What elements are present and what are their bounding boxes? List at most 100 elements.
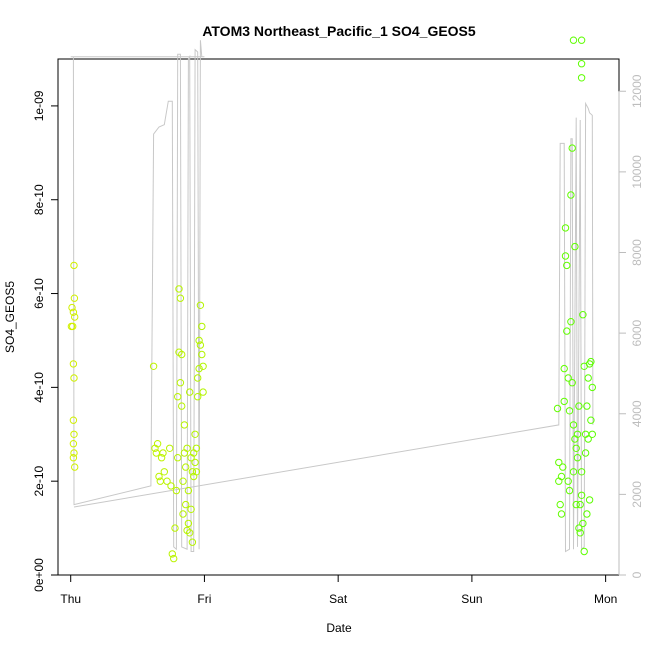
data-point <box>175 285 183 293</box>
data-point <box>194 374 202 382</box>
data-point <box>584 374 592 382</box>
y-axis: 0e+00 2e-10 4e-10 6e-10 8e-10 1e-09 <box>32 90 58 592</box>
data-point <box>191 430 199 438</box>
data-point <box>563 327 571 335</box>
data-point <box>69 322 77 331</box>
points-layer <box>67 36 596 563</box>
y-tick-label: 0e+00 <box>32 558 46 592</box>
x-axis-label: Date <box>326 621 352 635</box>
data-point <box>555 458 563 467</box>
data-point <box>579 519 587 528</box>
data-point <box>565 407 574 415</box>
data-point <box>585 496 594 504</box>
data-point <box>580 547 588 556</box>
data-point <box>575 524 583 532</box>
data-point <box>178 402 186 410</box>
data-point <box>557 510 566 518</box>
data-point <box>159 449 167 457</box>
data-point <box>561 252 570 260</box>
data-point <box>557 472 566 481</box>
data-point <box>561 224 570 232</box>
data-point <box>579 311 587 319</box>
data-point <box>559 463 567 471</box>
data-point <box>569 421 578 429</box>
data-point <box>149 362 158 370</box>
data-point <box>179 477 187 485</box>
data-point <box>577 491 586 499</box>
data-point <box>563 261 571 270</box>
data-point <box>157 454 166 462</box>
data-point <box>71 313 79 321</box>
data-point <box>577 468 586 476</box>
data-point <box>564 477 572 485</box>
y2-tick-label: 8000 <box>630 239 644 266</box>
x-tick-label: Fri <box>197 592 211 606</box>
data-point <box>183 444 191 452</box>
data-point <box>583 402 591 410</box>
data-point <box>196 341 205 349</box>
x-tick-label: Sun <box>461 592 482 606</box>
data-point <box>70 449 78 457</box>
data-point <box>587 357 595 366</box>
data-point <box>587 416 595 424</box>
data-point <box>572 500 580 509</box>
data-point <box>195 336 203 345</box>
altitude-line-1 <box>70 40 205 552</box>
data-point <box>581 449 590 457</box>
data-point <box>183 526 191 535</box>
y2-tick-label: 0 <box>630 571 644 578</box>
data-point <box>174 454 182 462</box>
data-point <box>196 301 205 309</box>
data-point <box>569 468 578 476</box>
data-point <box>69 360 78 368</box>
data-point <box>186 529 194 537</box>
y-tick-label: 6e-10 <box>32 278 46 309</box>
data-point <box>69 440 78 448</box>
data-point <box>184 486 193 495</box>
data-point <box>179 510 187 518</box>
data-point <box>198 322 206 331</box>
data-point <box>192 444 201 452</box>
y2-tick-label: 12000 <box>630 74 644 108</box>
y2-tick-label: 10000 <box>630 155 644 189</box>
data-point <box>163 477 171 485</box>
data-point <box>180 421 189 429</box>
data-point <box>172 486 181 495</box>
data-point <box>568 144 576 152</box>
data-point <box>571 242 579 251</box>
chart-title: ATOM3 Northeast_Pacific_1 SO4_GEOS5 <box>202 23 476 39</box>
data-point <box>573 430 582 438</box>
data-point <box>166 444 174 452</box>
x-axis: Thu Fri Sat Sun Mon <box>60 574 617 606</box>
data-point <box>560 397 568 406</box>
data-point <box>577 74 586 82</box>
y2-axis: 0 2000 4000 6000 8000 10000 12000 <box>618 74 644 578</box>
data-point <box>188 468 197 476</box>
data-point <box>186 388 194 396</box>
data-point <box>70 294 79 302</box>
data-point <box>567 191 575 199</box>
data-point <box>70 430 78 438</box>
data-point <box>153 440 162 448</box>
altitude-line-2 <box>73 101 594 553</box>
data-point <box>188 538 197 546</box>
data-point <box>160 468 169 476</box>
y-tick-label: 4e-10 <box>32 372 46 403</box>
data-point <box>572 444 580 452</box>
data-point <box>583 510 591 518</box>
data-point <box>167 482 175 490</box>
data-point <box>182 463 190 471</box>
data-point <box>69 454 78 462</box>
x-tick-label: Sat <box>329 592 348 606</box>
data-point <box>182 500 190 509</box>
data-point <box>588 430 596 438</box>
y-axis-label: SO4_GEOS5 <box>3 281 17 353</box>
data-point <box>184 519 193 528</box>
data-point <box>195 364 203 373</box>
data-point <box>191 458 199 467</box>
data-point <box>199 388 207 396</box>
data-point <box>565 486 574 495</box>
data-point <box>187 505 195 513</box>
data-point <box>588 383 596 392</box>
data-point <box>174 393 182 401</box>
